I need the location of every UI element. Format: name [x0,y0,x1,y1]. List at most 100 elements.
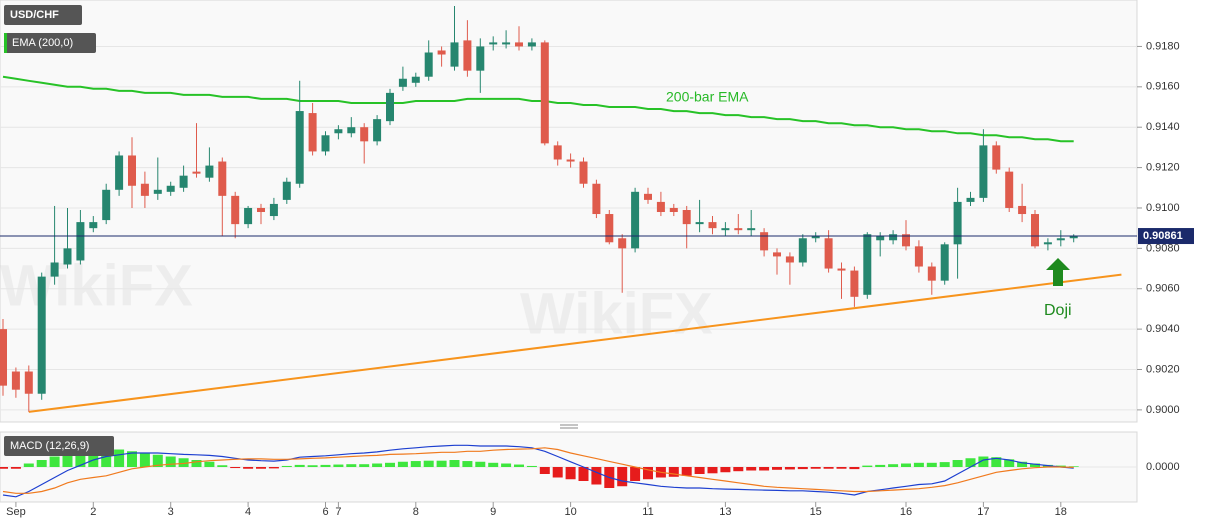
y-tick-label: 0.9140 [1146,121,1180,133]
macd-histogram-bar [191,460,202,467]
candle-body [1056,238,1065,241]
x-tick-label: 17 [977,506,989,518]
macd-histogram-bar [307,465,318,467]
macd-histogram-bar [36,460,47,467]
candle-body [618,238,627,249]
macd-histogram-bar [823,467,834,469]
candle-body [386,92,394,122]
candle-body [760,232,769,251]
x-tick-label: 3 [168,506,174,518]
indicator-badge [4,33,96,53]
macd-histogram-bar [501,463,512,467]
macd-histogram-bar [643,467,653,480]
candle-body [63,248,72,265]
candle-body [89,222,98,229]
candle-body [192,171,201,174]
macd-histogram-bar [733,467,744,472]
candle-body [411,76,420,83]
macd-histogram-bar [539,467,550,474]
x-tick-label: 13 [719,506,731,518]
macd-histogram-bar [320,464,331,467]
macd-histogram-bar [810,467,821,469]
macd-histogram-bar [952,460,963,467]
macd-histogram-bar [101,447,112,467]
y-tick-label: 0.9160 [1146,81,1180,93]
macd-histogram-bar [978,456,989,467]
candle-body [257,207,265,213]
macd-histogram-bar [617,467,628,487]
candle-body [476,46,485,71]
macd-histogram-bar [114,449,125,467]
candle-body [166,185,175,192]
macd-histogram-bar [591,467,602,485]
macd-line [2,444,1074,498]
doji-arrow [1046,258,1070,286]
candle-body [914,246,923,267]
macd-histogram-bar [462,461,473,467]
macd-histogram-bar [23,463,34,467]
candle-body [0,329,7,386]
candle-body [979,145,988,198]
candle-body [334,129,343,134]
candle-body [128,155,136,186]
macd-histogram-bar [436,460,447,467]
y-tick-label: 0.9180 [1146,40,1180,52]
candle-body [850,270,859,297]
candle-body [889,234,898,241]
macd-histogram-bar [372,463,383,467]
candle-body [721,228,730,231]
macd-histogram-bar [939,462,950,467]
candle-body [1043,242,1052,245]
candle-body [450,42,459,67]
macd-histogram-bar [294,464,305,467]
macd-histogram-bar [888,464,899,467]
symbol-label: USD/CHF [10,9,59,21]
candle-body [140,183,149,196]
macd-histogram-bar [62,454,73,467]
candle-body [605,214,614,243]
current-price-tag [1138,228,1194,245]
candle-body [463,40,472,71]
x-tick-label: 16 [900,506,912,518]
macd-histogram-bar [49,456,60,467]
macd-histogram-bar [256,467,266,469]
macd-histogram-bar [1055,465,1066,467]
macd-histogram-bar [178,458,189,467]
candle-body [1069,236,1078,239]
macd-histogram-bar [1017,461,1028,467]
macd-label: MACD (12,26,9) [10,440,89,452]
candle-body [876,236,885,241]
macd-histogram-bar [694,467,705,474]
macd-histogram-bar [204,461,215,467]
candle-body [1031,214,1039,247]
macd-histogram-bar [552,467,563,478]
macd-histogram-bar [10,467,21,469]
macd-histogram-bar [965,458,976,467]
macd-histogram-bar [836,467,847,469]
x-tick-label: 15 [810,506,822,518]
y-tick-label: 0.9080 [1146,242,1180,254]
doji-annotation: Doji [1044,302,1072,319]
y-tick-label: 0.9120 [1146,161,1180,173]
candle-body [592,183,601,215]
x-tick-label: 18 [1055,506,1067,518]
y-tick-label: 0.9040 [1146,323,1180,335]
candle-body [837,268,846,271]
macd-histogram-bar [901,463,911,467]
macd-histogram-bar [526,465,537,467]
candle-body [11,371,20,390]
x-tick-label: 8 [413,506,419,518]
candle-body [269,203,278,217]
candle-body [360,127,369,142]
ema-line [2,75,1074,143]
macd-histogram-bar [1068,466,1079,467]
y-tick-label: 0.9060 [1146,283,1180,295]
macd-histogram-bar [630,467,641,481]
macd-histogram-bar [668,467,679,477]
macd-badge [4,436,114,456]
candle-body [553,145,562,160]
macd-histogram-bar [243,467,254,469]
ema-annotation: 200-bar EMA [666,89,749,105]
